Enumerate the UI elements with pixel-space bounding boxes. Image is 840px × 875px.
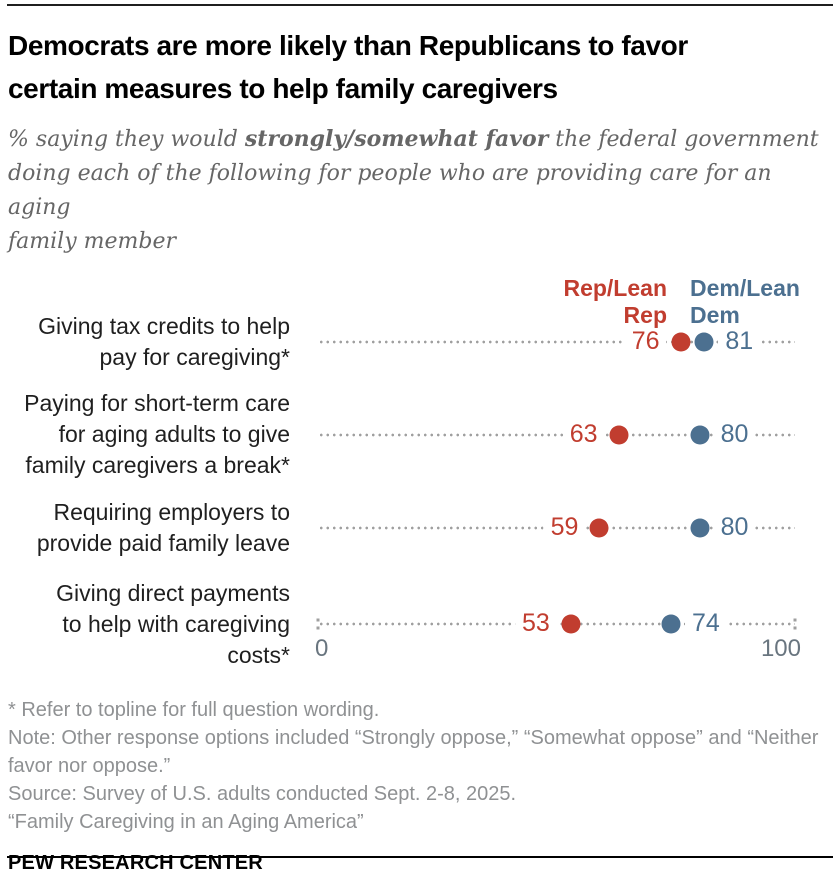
subtitle-bold-phrase: strongly/somewhat favor	[244, 126, 549, 152]
dem-value-label: 74	[684, 609, 727, 637]
chart-row: Requiring employers to provide paid famil…	[0, 481, 840, 574]
category-label: Giving direct payments to help with careg…	[56, 579, 290, 668]
chart-notes: * Refer to topline for full question wor…	[8, 696, 832, 836]
chart-subtitle: % saying they would strongly/somewhat fa…	[8, 122, 832, 259]
dem-dot-marker	[690, 425, 710, 444]
axis-end-tick	[793, 618, 797, 630]
bottom-rule	[7, 856, 833, 858]
dem-dot-marker	[661, 614, 681, 634]
subtitle-line-2: doing each of the following for people w…	[8, 161, 772, 220]
subtitle-line-3: family member	[8, 229, 176, 254]
footnote-report-title: “Family Caregiving in an Aging America”	[8, 811, 364, 833]
category-label: Giving tax credits to help pay for caregi…	[38, 312, 290, 370]
page-title: Democrats are more likely than Republica…	[8, 30, 688, 104]
leader-line	[318, 340, 795, 343]
pew-research-center-wordmark: PEW RESEARCH CENTER	[8, 852, 263, 874]
rep-value-label: 63	[562, 420, 605, 448]
rep-value-label: 59	[543, 513, 586, 541]
footnote-note: Note: Other response options included “S…	[8, 727, 819, 777]
rep-dot-marker	[589, 518, 609, 537]
rep-dot-marker	[609, 425, 628, 444]
axis-start-tick	[316, 618, 320, 630]
leader-line	[318, 433, 795, 436]
rep-value-label: 76	[624, 327, 667, 355]
dem-dot-marker	[690, 518, 710, 537]
dem-value-label: 80	[713, 513, 756, 541]
top-rule	[7, 4, 833, 6]
row-plot-area: 59 80	[318, 481, 795, 574]
row-plot-area: 63 80	[318, 388, 795, 481]
row-plot-area: 53 74 0 100	[315, 574, 801, 674]
chart-row: Giving direct payments to help with careg…	[0, 574, 840, 674]
row-plot-area: 76 81	[318, 295, 795, 388]
subtitle-line-1: % saying they would strongly/somewhat fa…	[8, 126, 819, 152]
category-label: Paying for short-term care for aging adul…	[24, 390, 290, 478]
chart-row: Paying for short-term care for aging adul…	[0, 388, 840, 481]
dem-value-label: 80	[713, 420, 756, 448]
legend-dem-lean-dem: Dem/Lean Dem	[690, 275, 800, 328]
rep-value-label: 53	[514, 609, 557, 637]
x-axis-min-label: 0	[315, 635, 329, 662]
dot-plot-chart: Rep/Lean Rep Dem/Lean Dem Giving tax credi…	[0, 275, 840, 674]
chart-row: Giving tax credits to help pay for caregi…	[0, 295, 840, 388]
rep-dot-marker	[671, 332, 691, 351]
rep-dot-marker	[561, 614, 581, 634]
dem-dot-marker	[694, 332, 714, 351]
footnote-source: Source: Survey of U.S. adults conducted …	[8, 783, 517, 805]
category-label: Requiring employers to provide paid famil…	[36, 498, 290, 556]
footnote-asterisk: * Refer to topline for full question wor…	[8, 699, 380, 721]
legend-rep-lean-rep: Rep/Lean Rep	[563, 275, 667, 328]
x-axis-max-label: 100	[760, 635, 801, 662]
dem-value-label: 81	[718, 327, 761, 355]
